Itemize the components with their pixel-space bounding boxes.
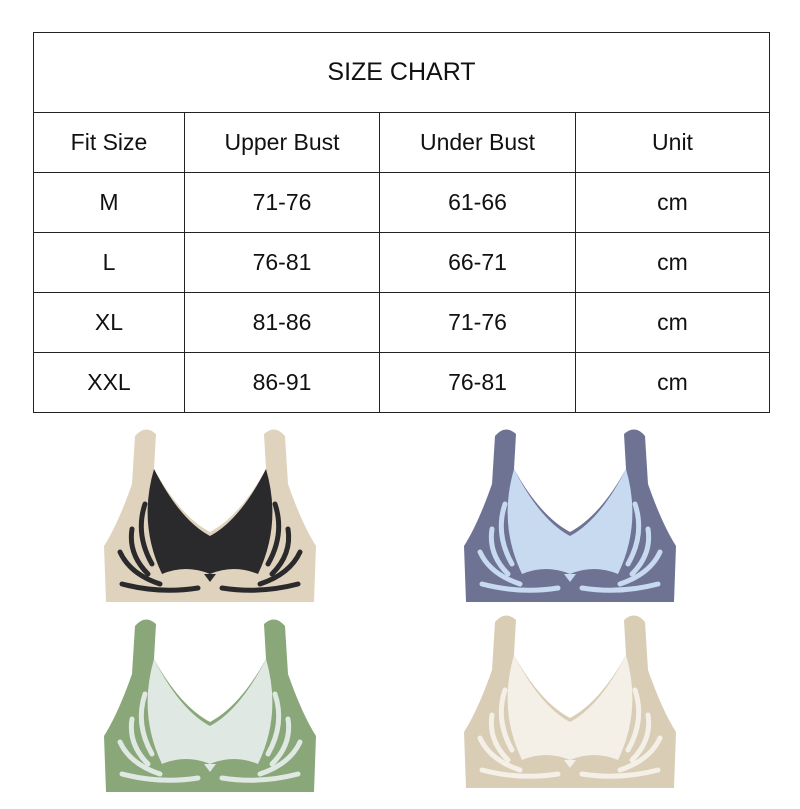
product-image-black bbox=[90, 424, 330, 614]
product-image-cream bbox=[450, 610, 690, 800]
cell: 71-76 bbox=[379, 292, 576, 353]
cell: 61-66 bbox=[379, 172, 576, 233]
header-upper-bust: Upper Bust bbox=[184, 112, 380, 173]
size-chart-table: SIZE CHART Fit Size Upper Bust Under Bus… bbox=[33, 32, 770, 413]
table-row: M 71-76 61-66 cm bbox=[33, 172, 770, 233]
header-unit: Unit bbox=[575, 112, 770, 173]
header-fit-size: Fit Size bbox=[33, 112, 185, 173]
cell: cm bbox=[575, 292, 770, 353]
cell: L bbox=[33, 232, 185, 293]
table-row: XL 81-86 71-76 cm bbox=[33, 292, 770, 353]
table-row: XXL 86-91 76-81 cm bbox=[33, 352, 770, 413]
cell: 66-71 bbox=[379, 232, 576, 293]
product-image-blue bbox=[450, 424, 690, 614]
cell: 71-76 bbox=[184, 172, 380, 233]
cell: 86-91 bbox=[184, 352, 380, 413]
cell: 81-86 bbox=[184, 292, 380, 353]
size-chart-title: SIZE CHART bbox=[33, 32, 770, 113]
cell: cm bbox=[575, 232, 770, 293]
cell: XL bbox=[33, 292, 185, 353]
table-row: L 76-81 66-71 cm bbox=[33, 232, 770, 293]
header-row: Fit Size Upper Bust Under Bust Unit bbox=[33, 112, 770, 173]
cell: cm bbox=[575, 172, 770, 233]
cell: cm bbox=[575, 352, 770, 413]
header-under-bust: Under Bust bbox=[379, 112, 576, 173]
cell: XXL bbox=[33, 352, 185, 413]
cell: 76-81 bbox=[184, 232, 380, 293]
cell: M bbox=[33, 172, 185, 233]
product-image-green bbox=[90, 614, 330, 804]
cell: 76-81 bbox=[379, 352, 576, 413]
